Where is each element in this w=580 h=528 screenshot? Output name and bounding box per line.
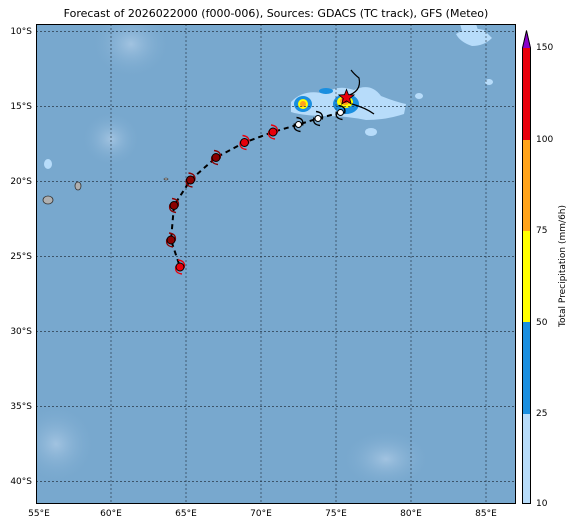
lon-tick-label: 70°E: [250, 509, 272, 519]
cyclone-symbol: [174, 259, 186, 275]
colorbar-tick-label: 25: [536, 409, 548, 419]
lat-tick-label: 10°S: [10, 26, 32, 37]
cloud-cover: [341, 429, 431, 489]
colorbar-segment: [522, 322, 531, 414]
colorbar-label: Total Precipitation (mm/6h): [558, 204, 568, 328]
cyclone-symbol: [239, 134, 250, 151]
cyclone-symbol: [335, 104, 346, 121]
forecast-map: [36, 24, 516, 504]
precip-band-light: [365, 128, 377, 136]
past-track-line: [345, 69, 361, 97]
forecast-track: [165, 88, 356, 275]
current-position-star: [337, 88, 356, 105]
precipitation-colorbar: [522, 30, 531, 504]
precip-band-light: [460, 24, 480, 38]
map-title: Forecast of 2026022000 (f000-006), Sourc…: [63, 7, 489, 20]
lat-tick-label: 35°S: [10, 401, 32, 412]
colorbar-outline: [522, 30, 531, 504]
colorbar-segment: [522, 140, 531, 231]
lon-tick-label: 75°E: [325, 509, 347, 519]
colorbar-segment: [522, 414, 531, 504]
ocean-background: [36, 24, 516, 504]
islands: [42, 177, 169, 205]
cloud-cover: [81, 111, 141, 167]
lon-tick-label: 85°E: [475, 509, 497, 519]
colorbar-tick-label: 150: [536, 43, 554, 53]
lat-tick-label: 15°S: [10, 101, 32, 112]
past-track-line: [351, 103, 375, 115]
cyclone-symbol: [168, 197, 180, 214]
lon-tick-label: 55°E: [28, 509, 50, 519]
lat-tick-label: 30°S: [10, 326, 32, 337]
colorbar-tick-label: 10: [536, 499, 548, 509]
map-frame: [36, 24, 516, 504]
lat-tick-label: 25°S: [10, 251, 32, 262]
lat-tick-label: 20°S: [10, 176, 32, 187]
cyclone-symbol: [210, 149, 222, 166]
cyclone-symbol: [165, 232, 177, 248]
precip-band-light: [44, 159, 52, 169]
colorbar-extend-arrow: [522, 30, 531, 48]
cyclone-symbol: [185, 172, 196, 188]
cyclone-symbol: [293, 116, 304, 133]
colorbar-segment: [522, 231, 531, 322]
cyclone-symbol: [267, 124, 279, 140]
lon-tick-label: 60°E: [100, 509, 122, 519]
lon-tick-label: 80°E: [400, 509, 422, 519]
precip-band-veryhigh: [300, 101, 306, 107]
island-mauritius: [74, 181, 82, 191]
precip-band-light: [415, 93, 423, 99]
colorbar-tick-label: 100: [536, 135, 554, 145]
gridlines: [36, 24, 516, 504]
precip-band-medium: [319, 88, 333, 94]
colorbar-tick-label: 50: [536, 318, 548, 328]
lat-tick-label: 40°S: [10, 476, 32, 487]
island-rodrigues: [163, 177, 169, 181]
cyclone-symbol: [312, 110, 324, 127]
island-reunion: [42, 195, 54, 205]
lon-tick-label: 65°E: [175, 509, 197, 519]
precipitation-areas: [44, 24, 493, 169]
cloud-cover: [36, 404, 96, 484]
colorbar-segment: [522, 48, 531, 140]
colorbar-tick-label: 75: [536, 226, 548, 236]
precip-band-light: [485, 79, 493, 85]
